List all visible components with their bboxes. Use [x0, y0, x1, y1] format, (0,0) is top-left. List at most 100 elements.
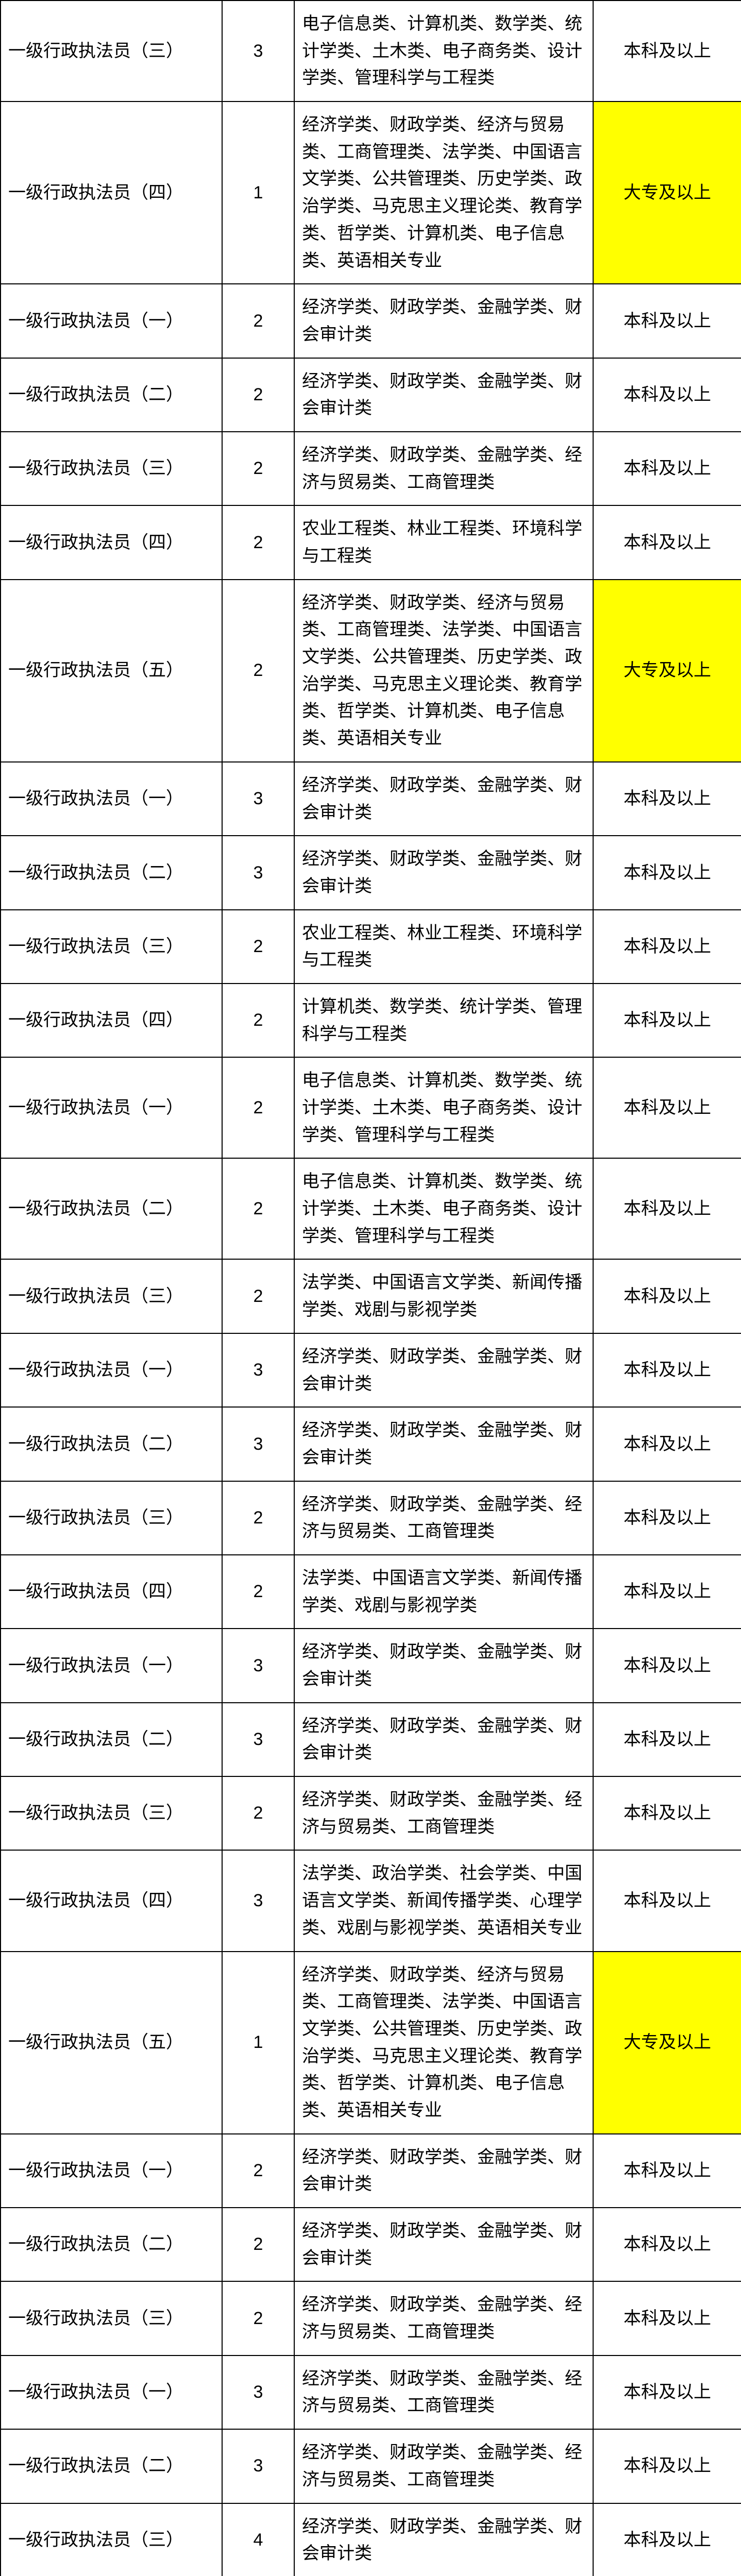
education-cell: 本科及以上 [593, 2281, 741, 2355]
position-cell: 一级行政执法员（四） [1, 1555, 222, 1629]
table-row: 一级行政执法员（三）2经济学类、财政学类、金融学类、经济与贸易类、工商管理类本科… [1, 1481, 741, 1555]
majors-cell: 经济学类、财政学类、金融学类、财会审计类 [294, 1407, 593, 1481]
education-cell: 本科及以上 [593, 2355, 741, 2429]
majors-cell: 经济学类、财政学类、金融学类、财会审计类 [294, 1333, 593, 1407]
majors-cell: 农业工程类、林业工程类、环境科学与工程类 [294, 505, 593, 579]
position-cell: 一级行政执法员（三） [1, 1481, 222, 1555]
table-row: 一级行政执法员（二）3经济学类、财政学类、金融学类、财会审计类本科及以上 [1, 1703, 741, 1776]
count-cell: 2 [222, 984, 294, 1057]
education-cell: 本科及以上 [593, 358, 741, 432]
count-cell: 2 [222, 910, 294, 984]
education-cell: 本科及以上 [593, 762, 741, 836]
count-cell: 3 [222, 762, 294, 836]
education-cell: 本科及以上 [593, 1259, 741, 1333]
count-cell: 3 [222, 1407, 294, 1481]
table-row: 一级行政执法员（一）2经济学类、财政学类、金融学类、财会审计类本科及以上 [1, 2134, 741, 2208]
majors-cell: 经济学类、财政学类、金融学类、经济与贸易类、工商管理类 [294, 432, 593, 505]
table-row: 一级行政执法员（四）2计算机类、数学类、统计学类、管理科学与工程类本科及以上 [1, 984, 741, 1057]
position-cell: 一级行政执法员（一） [1, 2355, 222, 2429]
count-cell: 2 [222, 1259, 294, 1333]
majors-cell: 经济学类、财政学类、金融学类、财会审计类 [294, 284, 593, 358]
table-row: 一级行政执法员（二）3经济学类、财政学类、金融学类、财会审计类本科及以上 [1, 1407, 741, 1481]
position-cell: 一级行政执法员（二） [1, 836, 222, 909]
count-cell: 2 [222, 284, 294, 358]
position-cell: 一级行政执法员（四） [1, 101, 222, 284]
count-cell: 3 [222, 1, 294, 101]
position-cell: 一级行政执法员（一） [1, 284, 222, 358]
education-cell: 本科及以上 [593, 2503, 741, 2576]
education-cell: 大专及以上 [593, 1952, 741, 2134]
majors-cell: 法学类、政治学类、社会学类、中国语言文学类、新闻传播学类、心理学类、戏剧与影视学… [294, 1850, 593, 1951]
majors-cell: 经济学类、财政学类、金融学类、财会审计类 [294, 2134, 593, 2208]
majors-cell: 经济学类、财政学类、金融学类、财会审计类 [294, 2503, 593, 2576]
majors-cell: 法学类、中国语言文学类、新闻传播学类、戏剧与影视学类 [294, 1259, 593, 1333]
majors-cell: 经济学类、财政学类、金融学类、经济与贸易类、工商管理类 [294, 1481, 593, 1555]
count-cell: 3 [222, 1333, 294, 1407]
table-row: 一级行政执法员（三）2经济学类、财政学类、金融学类、经济与贸易类、工商管理类本科… [1, 2281, 741, 2355]
position-cell: 一级行政执法员（三） [1, 1, 222, 101]
position-cell: 一级行政执法员（二） [1, 1703, 222, 1776]
table-row: 一级行政执法员（三）2经济学类、财政学类、金融学类、经济与贸易类、工商管理类本科… [1, 432, 741, 505]
education-cell: 大专及以上 [593, 580, 741, 762]
majors-cell: 经济学类、财政学类、金融学类、财会审计类 [294, 762, 593, 836]
count-cell: 2 [222, 1481, 294, 1555]
position-cell: 一级行政执法员（二） [1, 2429, 222, 2503]
majors-cell: 经济学类、财政学类、经济与贸易类、工商管理类、法学类、中国语言文学类、公共管理类… [294, 1952, 593, 2134]
education-cell: 本科及以上 [593, 1158, 741, 1259]
count-cell: 2 [222, 2281, 294, 2355]
table-row: 一级行政执法员（一）3经济学类、财政学类、金融学类、经济与贸易类、工商管理类本科… [1, 2355, 741, 2429]
education-cell: 本科及以上 [593, 1057, 741, 1158]
majors-cell: 电子信息类、计算机类、数学类、统计学类、土木类、电子商务类、设计学类、管理科学与… [294, 1, 593, 101]
table-row: 一级行政执法员（二）2经济学类、财政学类、金融学类、财会审计类本科及以上 [1, 358, 741, 432]
count-cell: 2 [222, 580, 294, 762]
position-cell: 一级行政执法员（三） [1, 2503, 222, 2576]
majors-cell: 法学类、中国语言文学类、新闻传播学类、戏剧与影视学类 [294, 1555, 593, 1629]
table-row: 一级行政执法员（一）3经济学类、财政学类、金融学类、财会审计类本科及以上 [1, 1629, 741, 1702]
position-cell: 一级行政执法员（三） [1, 1259, 222, 1333]
majors-cell: 经济学类、财政学类、金融学类、经济与贸易类、工商管理类 [294, 2355, 593, 2429]
count-cell: 3 [222, 1850, 294, 1951]
table-row: 一级行政执法员（一）2电子信息类、计算机类、数学类、统计学类、土木类、电子商务类… [1, 1057, 741, 1158]
position-table: 一级行政执法员（三）3电子信息类、计算机类、数学类、统计学类、土木类、电子商务类… [0, 0, 741, 2576]
majors-cell: 经济学类、财政学类、金融学类、经济与贸易类、工商管理类 [294, 2281, 593, 2355]
majors-cell: 经济学类、财政学类、金融学类、财会审计类 [294, 1703, 593, 1776]
count-cell: 2 [222, 1057, 294, 1158]
majors-cell: 农业工程类、林业工程类、环境科学与工程类 [294, 910, 593, 984]
education-cell: 本科及以上 [593, 284, 741, 358]
majors-cell: 经济学类、财政学类、金融学类、财会审计类 [294, 2208, 593, 2281]
count-cell: 2 [222, 1776, 294, 1850]
table-row: 一级行政执法员（一）3经济学类、财政学类、金融学类、财会审计类本科及以上 [1, 762, 741, 836]
table-row: 一级行政执法员（四）2农业工程类、林业工程类、环境科学与工程类本科及以上 [1, 505, 741, 579]
education-cell: 本科及以上 [593, 2134, 741, 2208]
table-row: 一级行政执法员（二）3经济学类、财政学类、金融学类、经济与贸易类、工商管理类本科… [1, 2429, 741, 2503]
education-cell: 本科及以上 [593, 2208, 741, 2281]
education-cell: 本科及以上 [593, 1407, 741, 1481]
education-cell: 本科及以上 [593, 2429, 741, 2503]
majors-cell: 经济学类、财政学类、金融学类、经济与贸易类、工商管理类 [294, 1776, 593, 1850]
table-row: 一级行政执法员（三）2农业工程类、林业工程类、环境科学与工程类本科及以上 [1, 910, 741, 984]
count-cell: 4 [222, 2503, 294, 2576]
count-cell: 1 [222, 101, 294, 284]
table-row: 一级行政执法员（五）2经济学类、财政学类、经济与贸易类、工商管理类、法学类、中国… [1, 580, 741, 762]
position-cell: 一级行政执法员（三） [1, 2281, 222, 2355]
position-cell: 一级行政执法员（三） [1, 1776, 222, 1850]
position-cell: 一级行政执法员（四） [1, 505, 222, 579]
position-cell: 一级行政执法员（一） [1, 762, 222, 836]
education-cell: 本科及以上 [593, 1555, 741, 1629]
count-cell: 2 [222, 1555, 294, 1629]
education-cell: 本科及以上 [593, 432, 741, 505]
count-cell: 1 [222, 1952, 294, 2134]
table-row: 一级行政执法员（四）3法学类、政治学类、社会学类、中国语言文学类、新闻传播学类、… [1, 1850, 741, 1951]
position-cell: 一级行政执法员（四） [1, 984, 222, 1057]
majors-cell: 电子信息类、计算机类、数学类、统计学类、土木类、电子商务类、设计学类、管理科学与… [294, 1057, 593, 1158]
table-row: 一级行政执法员（三）2经济学类、财政学类、金融学类、经济与贸易类、工商管理类本科… [1, 1776, 741, 1850]
count-cell: 3 [222, 1703, 294, 1776]
table-row: 一级行政执法员（五）1经济学类、财政学类、经济与贸易类、工商管理类、法学类、中国… [1, 1952, 741, 2134]
education-cell: 本科及以上 [593, 1776, 741, 1850]
education-cell: 本科及以上 [593, 1703, 741, 1776]
majors-cell: 经济学类、财政学类、金融学类、财会审计类 [294, 1629, 593, 1702]
count-cell: 2 [222, 432, 294, 505]
table-row: 一级行政执法员（二）3经济学类、财政学类、金融学类、财会审计类本科及以上 [1, 836, 741, 909]
table-row: 一级行政执法员（三）3电子信息类、计算机类、数学类、统计学类、土木类、电子商务类… [1, 1, 741, 101]
count-cell: 3 [222, 2355, 294, 2429]
